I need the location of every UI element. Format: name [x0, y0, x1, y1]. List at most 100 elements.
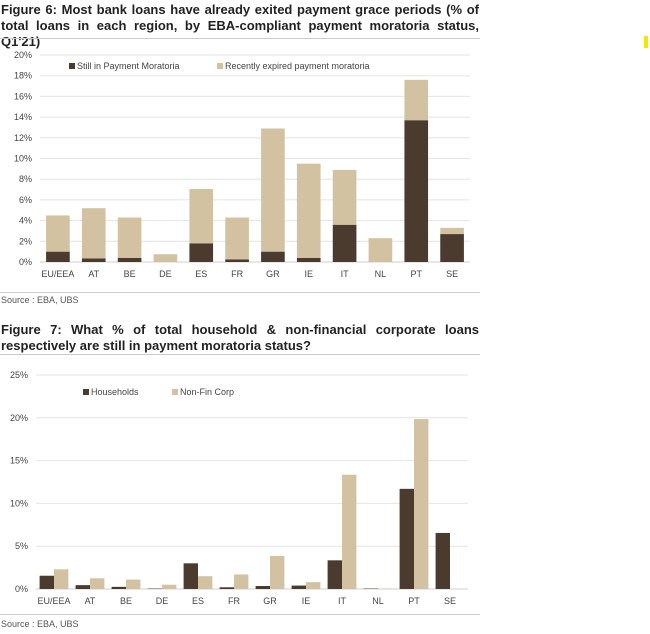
figure7-title: Figure 7: What % of total household & no…	[1, 322, 479, 353]
legend-label: Non-Fin Corp	[180, 387, 234, 397]
x-tick-label: NL	[375, 269, 387, 279]
x-tick-label: IE	[304, 269, 313, 279]
bar-recently-expired-payment-moratoria	[296, 163, 321, 258]
divider	[0, 38, 480, 39]
x-tick-label: NL	[372, 596, 384, 606]
figure7-source: Source : EBA, UBS	[1, 619, 79, 629]
x-tick-label: PT	[410, 269, 422, 279]
bar-recently-expired-payment-moratoria	[153, 254, 178, 262]
x-tick-label: DE	[159, 269, 172, 279]
y-tick-label: 15%	[10, 456, 28, 466]
bar-non-fin-corp	[90, 578, 105, 589]
legend-label: Households	[91, 387, 139, 397]
legend-swatch	[217, 63, 223, 69]
bar-recently-expired-payment-moratoria	[261, 128, 285, 252]
x-tick-label: IT	[341, 269, 350, 279]
x-tick-label: ES	[195, 269, 207, 279]
bar-non-fin-corp	[198, 576, 213, 589]
legend-label: Still in Payment Moratoria	[77, 61, 180, 71]
x-tick-label: ES	[192, 596, 204, 606]
y-tick-label: 18%	[14, 71, 32, 81]
bar-households	[111, 586, 126, 589]
bar-still-in-payment-moratoria	[296, 257, 321, 262]
bar-recently-expired-payment-moratoria	[81, 208, 106, 259]
bar-still-in-payment-moratoria	[440, 234, 464, 262]
x-tick-label: FR	[231, 269, 243, 279]
legend-label: Recently expired payment moratoria	[225, 61, 370, 71]
x-tick-label: AT	[88, 269, 99, 279]
bar-non-fin-corp	[414, 419, 429, 589]
x-tick-label: AT	[85, 596, 96, 606]
x-tick-label: EU/EEA	[41, 269, 74, 279]
y-tick-label: 10%	[14, 154, 32, 164]
x-tick-label: BE	[120, 596, 132, 606]
figure6-chart: 0% 2% 4% 6% 8% 10% 12% 14% 16% 18% 20% EU/EEA AT BE DE…	[14, 50, 470, 279]
bar-non-fin-corp	[126, 579, 141, 589]
y-tick-label: 20%	[14, 50, 32, 60]
x-tick-label: SE	[446, 269, 458, 279]
legend-swatch	[83, 389, 89, 395]
bar-still-in-payment-moratoria	[46, 251, 70, 262]
bar-recently-expired-payment-moratoria	[404, 79, 429, 121]
x-tick-label: SE	[444, 596, 456, 606]
y-tick-label: 16%	[14, 91, 32, 101]
figure7-chart: 0% 5% 10% 15% 20% 25% EU/EEA AT BE DE ES FR GR IE IT NL…	[10, 370, 468, 606]
legend-swatch	[69, 63, 75, 69]
bar-households	[39, 575, 54, 589]
bar-recently-expired-payment-moratoria	[46, 215, 70, 252]
y-tick-label: 20%	[10, 413, 28, 423]
bar-still-in-payment-moratoria	[81, 258, 106, 262]
y-tick-label: 25%	[10, 370, 28, 380]
bar-non-fin-corp	[234, 574, 249, 589]
bar-still-in-payment-moratoria	[261, 251, 285, 262]
figure6-title: Figure 6: Most bank loans have already e…	[1, 2, 479, 49]
x-tick-label: BE	[124, 269, 136, 279]
bar-still-in-payment-moratoria	[189, 243, 214, 262]
y-tick-label: 5%	[15, 541, 28, 551]
bar-non-fin-corp	[306, 582, 321, 589]
bar-households	[75, 585, 90, 589]
divider	[0, 292, 480, 293]
bar-households	[219, 587, 234, 589]
bar-recently-expired-payment-moratoria	[368, 238, 393, 262]
bar-households	[327, 560, 342, 589]
x-tick-label: FR	[228, 596, 240, 606]
bar-households	[255, 586, 270, 589]
divider	[0, 354, 480, 355]
x-tick-label: GR	[263, 596, 277, 606]
bar-non-fin-corp	[54, 569, 69, 589]
x-tick-label: DE	[156, 596, 169, 606]
y-tick-label: 10%	[10, 498, 28, 508]
bar-still-in-payment-moratoria	[117, 257, 142, 262]
bar-households	[183, 563, 198, 589]
x-tick-label: GR	[266, 269, 280, 279]
y-tick-label: 14%	[14, 112, 32, 122]
bar-recently-expired-payment-moratoria	[440, 227, 464, 235]
x-tick-label: IT	[338, 596, 347, 606]
highlight-marker	[644, 36, 648, 48]
bar-non-fin-corp	[162, 584, 177, 589]
bar-households	[435, 532, 450, 589]
bar-households	[399, 488, 414, 589]
divider	[0, 614, 480, 615]
y-tick-label: 12%	[14, 133, 32, 143]
y-tick-label: 6%	[19, 195, 32, 205]
figure6-source: Source : EBA, UBS	[1, 295, 79, 305]
bar-recently-expired-payment-moratoria	[117, 217, 142, 258]
bar-non-fin-corp	[342, 474, 357, 589]
bar-households	[291, 585, 306, 589]
x-tick-label: IE	[302, 596, 311, 606]
bar-still-in-payment-moratoria	[332, 224, 357, 262]
bar-recently-expired-payment-moratoria	[332, 169, 357, 225]
y-tick-label: 2%	[19, 236, 32, 246]
bar-still-in-payment-moratoria	[225, 259, 249, 262]
bar-recently-expired-payment-moratoria	[225, 217, 249, 260]
bar-recently-expired-payment-moratoria	[189, 189, 214, 244]
y-tick-label: 8%	[19, 174, 32, 184]
y-tick-label: 0%	[15, 584, 28, 594]
bar-non-fin-corp	[270, 556, 285, 589]
x-tick-label: PT	[408, 596, 420, 606]
x-tick-label: EU/EEA	[37, 596, 70, 606]
y-tick-label: 4%	[19, 216, 32, 226]
y-tick-label: 0%	[19, 257, 32, 267]
